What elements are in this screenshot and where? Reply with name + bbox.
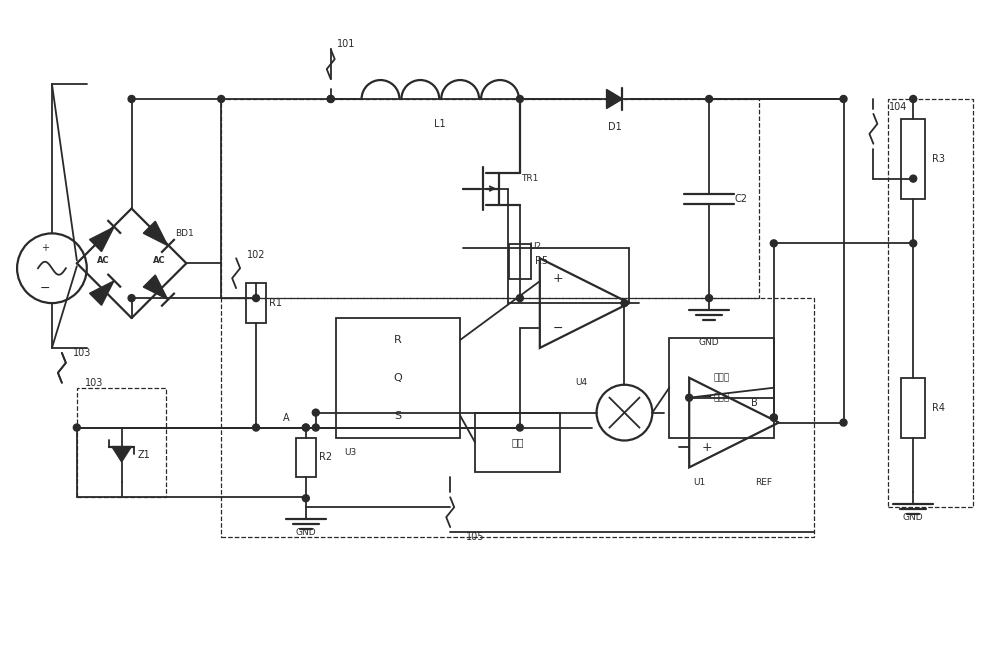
- Text: AC: AC: [153, 256, 166, 265]
- Polygon shape: [143, 221, 168, 246]
- Circle shape: [327, 95, 334, 102]
- Text: 102: 102: [247, 250, 265, 260]
- Text: −: −: [702, 391, 712, 404]
- Text: GND: GND: [903, 513, 924, 522]
- Bar: [888, 99, 973, 507]
- Text: S: S: [394, 411, 402, 421]
- Circle shape: [840, 419, 847, 426]
- Text: 103: 103: [73, 348, 91, 358]
- Text: R2: R2: [319, 452, 332, 463]
- Text: −: −: [553, 321, 563, 334]
- Circle shape: [302, 424, 309, 431]
- Text: U2: U2: [529, 242, 541, 251]
- Text: 偿电路: 偿电路: [713, 393, 730, 402]
- Text: +: +: [552, 272, 563, 284]
- Text: R1: R1: [269, 298, 282, 308]
- Circle shape: [128, 95, 135, 102]
- Text: GND: GND: [296, 527, 316, 537]
- Text: 103: 103: [85, 378, 103, 388]
- Bar: [77, 388, 166, 497]
- Text: −: −: [40, 282, 50, 295]
- Circle shape: [910, 240, 917, 247]
- Circle shape: [621, 299, 628, 307]
- Text: 时钟: 时钟: [511, 437, 524, 448]
- Text: U1: U1: [693, 478, 705, 487]
- Bar: [901, 119, 925, 198]
- Circle shape: [770, 414, 777, 421]
- Circle shape: [910, 175, 917, 182]
- Bar: [221, 298, 814, 537]
- Circle shape: [253, 295, 260, 301]
- Bar: [336, 318, 460, 437]
- Bar: [221, 99, 759, 298]
- Circle shape: [302, 424, 309, 431]
- Polygon shape: [607, 89, 622, 108]
- Text: U3: U3: [345, 448, 357, 457]
- Text: L1: L1: [434, 119, 446, 129]
- Text: 环路补: 环路补: [713, 373, 730, 382]
- Text: 105: 105: [466, 532, 484, 542]
- Circle shape: [686, 394, 693, 401]
- Circle shape: [840, 95, 847, 102]
- Circle shape: [253, 424, 260, 431]
- Circle shape: [73, 424, 80, 431]
- Text: TR1: TR1: [521, 174, 539, 183]
- Circle shape: [516, 295, 523, 301]
- Text: B: B: [751, 398, 757, 408]
- Text: Q: Q: [394, 373, 402, 383]
- Text: 104: 104: [889, 102, 907, 112]
- Circle shape: [770, 414, 777, 421]
- Text: R3: R3: [932, 154, 945, 164]
- Text: U4: U4: [576, 378, 588, 388]
- Circle shape: [302, 495, 309, 502]
- Text: Z1: Z1: [137, 450, 150, 460]
- Circle shape: [706, 95, 713, 102]
- Text: REF: REF: [755, 478, 772, 487]
- Text: C2: C2: [734, 194, 747, 203]
- Text: GND: GND: [699, 338, 719, 347]
- Circle shape: [770, 240, 777, 247]
- Bar: [509, 244, 531, 279]
- Text: D1: D1: [608, 122, 621, 132]
- Circle shape: [910, 95, 917, 102]
- Text: A: A: [283, 413, 289, 422]
- Text: R: R: [394, 335, 402, 345]
- Polygon shape: [90, 227, 114, 251]
- Circle shape: [327, 95, 334, 102]
- Text: +: +: [41, 244, 49, 253]
- Bar: [246, 283, 266, 323]
- Text: 101: 101: [336, 40, 355, 49]
- Text: AC: AC: [97, 256, 110, 265]
- Bar: [296, 437, 316, 478]
- Text: +: +: [702, 441, 712, 454]
- Circle shape: [312, 409, 319, 416]
- Polygon shape: [90, 281, 114, 305]
- Bar: [901, 378, 925, 437]
- Polygon shape: [143, 275, 168, 299]
- Circle shape: [128, 295, 135, 301]
- Circle shape: [516, 95, 523, 102]
- Text: BD1: BD1: [175, 229, 194, 238]
- Text: R5: R5: [535, 256, 548, 266]
- Text: R4: R4: [932, 402, 945, 413]
- Bar: [669, 338, 774, 437]
- Circle shape: [312, 424, 319, 431]
- Circle shape: [706, 295, 713, 301]
- Circle shape: [218, 95, 225, 102]
- Polygon shape: [112, 446, 131, 462]
- Bar: [475, 413, 560, 472]
- Circle shape: [516, 424, 523, 431]
